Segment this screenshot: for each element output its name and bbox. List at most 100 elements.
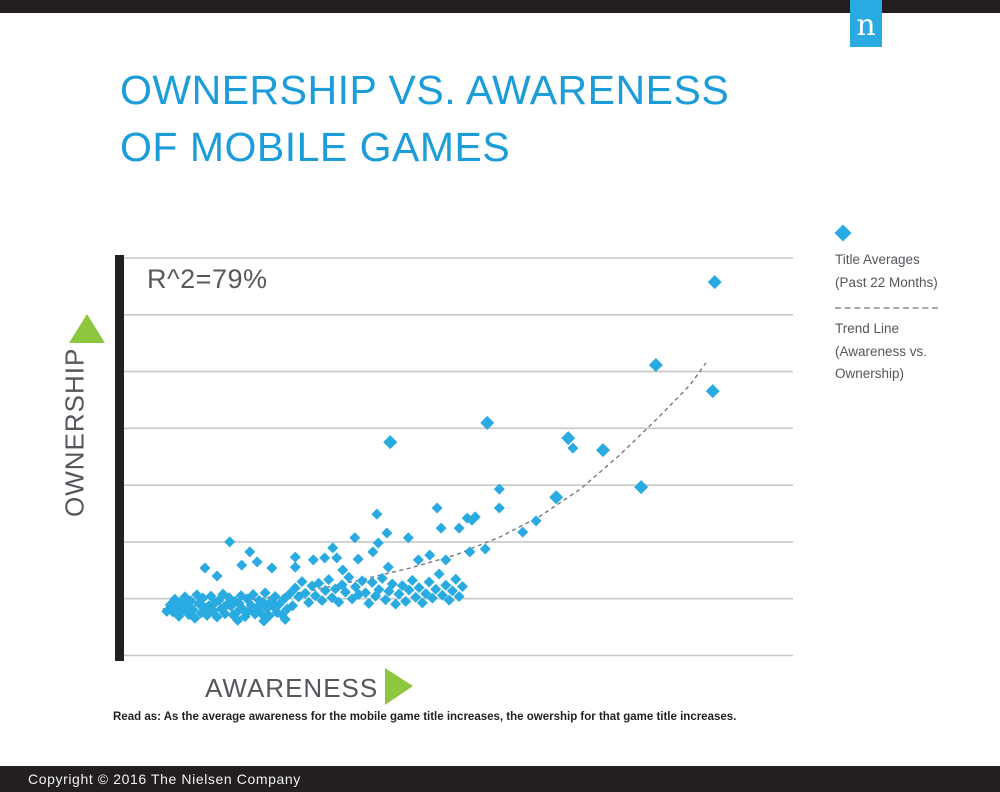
data-point-diamond bbox=[393, 588, 405, 600]
data-point-diamond bbox=[420, 588, 432, 600]
read-as-note: Read as: As the average awareness for th… bbox=[113, 711, 737, 723]
data-point-diamond bbox=[211, 570, 223, 582]
data-point-diamond bbox=[352, 553, 364, 565]
data-point-diamond bbox=[402, 532, 414, 544]
legend-title-averages-line1: Title Averages bbox=[835, 252, 920, 267]
data-point-diamond bbox=[258, 615, 270, 627]
data-point-diamond bbox=[337, 564, 349, 576]
data-point-diamond bbox=[634, 480, 649, 495]
data-point-diamond bbox=[309, 590, 321, 602]
trend-line bbox=[162, 362, 707, 610]
data-point-diamond bbox=[356, 575, 368, 587]
data-point-diamond bbox=[464, 546, 476, 558]
chart-legend: Title Averages (Past 22 Months) Trend Li… bbox=[834, 224, 1000, 386]
data-point-diamond bbox=[303, 597, 315, 609]
data-point-diamond bbox=[199, 562, 211, 574]
awareness-right-arrow-icon bbox=[385, 668, 413, 705]
data-point-diamond bbox=[247, 588, 259, 600]
data-point-diamond bbox=[707, 275, 722, 290]
data-point-diamond bbox=[450, 573, 462, 585]
data-point-diamond bbox=[517, 526, 529, 538]
data-point-diamond bbox=[413, 582, 425, 594]
data-point-diamond bbox=[549, 490, 564, 505]
data-point-diamond bbox=[313, 577, 325, 589]
data-point-diamond bbox=[380, 594, 392, 606]
data-point-diamond bbox=[383, 435, 398, 450]
legend-title-averages-line2: (Past 22 Months) bbox=[835, 274, 938, 290]
data-point-diamond bbox=[400, 595, 412, 607]
data-point-diamond bbox=[289, 561, 301, 573]
data-point-diamond bbox=[480, 415, 495, 430]
data-point-diamond bbox=[406, 574, 418, 586]
data-point-diamond bbox=[466, 514, 478, 526]
data-point-diamond bbox=[426, 592, 438, 604]
top-bar bbox=[0, 0, 1000, 13]
data-point-diamond bbox=[479, 543, 491, 555]
data-point-diamond bbox=[279, 613, 291, 625]
data-point-diamond bbox=[327, 542, 339, 554]
data-point-diamond bbox=[433, 568, 445, 580]
data-point-diamond bbox=[299, 587, 311, 599]
data-point-diamond bbox=[319, 584, 331, 596]
data-point-diamond bbox=[331, 552, 343, 564]
data-point-diamond bbox=[296, 576, 308, 588]
data-point-diamond bbox=[289, 582, 301, 594]
data-point-diamond bbox=[189, 612, 201, 624]
data-point-diamond bbox=[443, 594, 455, 606]
data-point-diamond bbox=[596, 443, 611, 458]
data-point-diamond bbox=[561, 431, 576, 446]
data-point-diamond bbox=[319, 552, 331, 564]
page-title-line2: OF MOBILE GAMES bbox=[120, 124, 511, 170]
legend-trend-line1: Trend Line bbox=[835, 321, 900, 336]
y-axis-label: OWNERSHIP bbox=[59, 347, 90, 517]
data-point-diamond bbox=[232, 614, 244, 626]
data-point-diamond bbox=[424, 549, 436, 561]
data-point-diamond bbox=[567, 442, 579, 454]
data-point-diamond bbox=[349, 532, 361, 544]
data-point-diamond bbox=[307, 554, 319, 566]
data-point-diamond bbox=[269, 590, 281, 602]
data-point-diamond bbox=[431, 502, 443, 514]
data-point-diamond bbox=[530, 515, 542, 527]
nielsen-logo-letter: n bbox=[856, 8, 876, 43]
legend-trend-line2: (Awareness vs. bbox=[835, 343, 928, 359]
data-point-diamond bbox=[346, 593, 358, 605]
data-point-diamond bbox=[446, 585, 458, 597]
data-point-diamond bbox=[343, 571, 355, 583]
data-point-diamond bbox=[363, 597, 375, 609]
data-point-diamond bbox=[251, 556, 263, 568]
data-point-diamond bbox=[219, 608, 231, 620]
data-point-diamond bbox=[316, 595, 328, 607]
data-point-diamond bbox=[323, 574, 335, 586]
data-point-diamond bbox=[244, 546, 256, 558]
data-point-diamond bbox=[648, 357, 663, 372]
y-axis-bar bbox=[115, 255, 124, 661]
data-point-diamond bbox=[457, 580, 469, 592]
legend-trend-line3: Ownership) bbox=[835, 366, 905, 381]
data-point-diamond bbox=[197, 592, 209, 604]
data-point-diamond bbox=[436, 589, 448, 601]
data-point-diamond bbox=[440, 554, 452, 566]
footer-bar: Copyright © 2016 The Nielsen Company bbox=[0, 766, 1000, 792]
data-point-diamond bbox=[371, 508, 383, 520]
legend-dashed-line-icon bbox=[835, 307, 938, 309]
data-point-diamond bbox=[289, 551, 301, 563]
data-point-diamond bbox=[287, 600, 299, 612]
data-point-diamond bbox=[339, 586, 351, 598]
data-point-diamond bbox=[423, 576, 435, 588]
data-point-diamond bbox=[453, 522, 465, 534]
data-point-diamond bbox=[326, 592, 338, 604]
data-point-diamond bbox=[187, 604, 199, 616]
data-point-diamond bbox=[416, 597, 428, 609]
data-point-diamond bbox=[381, 527, 393, 539]
x-axis-label: AWARENESS bbox=[205, 673, 379, 703]
data-point-diamond bbox=[396, 580, 408, 592]
data-point-diamond bbox=[705, 384, 720, 399]
data-point-diamond bbox=[211, 611, 223, 623]
data-point-diamond bbox=[366, 576, 378, 588]
data-point-diamond bbox=[236, 559, 248, 571]
nielsen-logo: n bbox=[850, 0, 882, 47]
data-point-diamond bbox=[440, 579, 452, 591]
